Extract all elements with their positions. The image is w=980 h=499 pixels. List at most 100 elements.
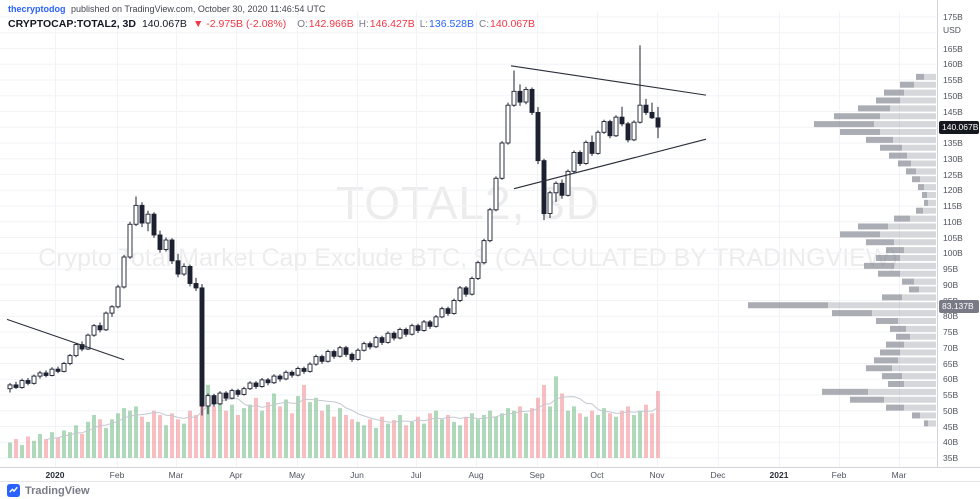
volume-bar <box>128 410 132 458</box>
candle-body <box>337 347 343 357</box>
price-tick-label: 80B <box>943 311 959 322</box>
volume-profile-bar-down <box>916 73 924 80</box>
candle-body <box>109 306 115 314</box>
candle-body <box>97 325 103 331</box>
volume-profile-bar-down <box>912 176 920 183</box>
price-tick-label: 175B <box>943 12 963 22</box>
time-tick-label: Feb <box>831 470 847 480</box>
price-axis-unit: USD <box>943 25 961 35</box>
volume-profile-bar-up <box>872 310 936 317</box>
candle-body <box>607 121 613 137</box>
volume-bar <box>254 397 258 458</box>
price-tick-label: 75B <box>943 327 959 337</box>
candle-body <box>637 104 643 123</box>
time-axis[interactable]: 2020 Feb Mar Apr May Jun Jul Aug Sep Oct Nov Dec 202… <box>0 467 980 482</box>
volume-bar <box>644 404 648 458</box>
volume-profile-bar-up <box>828 302 936 309</box>
candle-body <box>241 388 247 395</box>
candle-body <box>577 151 583 164</box>
price-tick-label: 45B <box>943 421 959 432</box>
candle-body <box>295 368 301 376</box>
volume-bar <box>350 419 354 458</box>
volume-profile-bar-down <box>878 270 900 277</box>
volume-bar <box>260 410 264 458</box>
volume-bar <box>500 413 504 458</box>
time-tick-label: Nov <box>649 470 665 480</box>
volume-bar <box>380 416 384 458</box>
volume-profile-bar-down <box>876 97 900 104</box>
volume-profile-bar-down <box>886 247 904 254</box>
volume-bar <box>272 393 276 458</box>
tradingview-brand[interactable]: TradingView <box>25 484 90 497</box>
volume-bar <box>38 433 42 458</box>
volume-bar <box>590 410 594 458</box>
volume-profile-bar-down <box>882 294 902 301</box>
volume-profile-bar-down <box>834 113 880 120</box>
time-tick-label: Feb <box>109 470 125 480</box>
price-tick-label: 145B <box>943 106 963 117</box>
candle-body <box>229 390 235 399</box>
volume-profile-bar-up <box>888 223 936 230</box>
volume-bar <box>110 419 114 458</box>
candle-body <box>445 308 451 314</box>
volume-bar <box>188 410 192 458</box>
volume-bar <box>410 421 414 458</box>
volume-profile-bar-down <box>864 262 894 269</box>
volume-profile-bar-up <box>892 365 936 372</box>
price-tick-label: 150B <box>943 90 963 101</box>
volume-bar <box>488 410 492 458</box>
price-axis[interactable]: 175B165B160B155B150B145B140B135B130B125B… <box>937 0 980 467</box>
volume-bar <box>62 430 66 458</box>
volume-bar <box>362 425 366 458</box>
candle-body <box>121 256 127 288</box>
volume-bar <box>560 393 564 458</box>
candle-body <box>79 344 85 350</box>
price-tick-label: 50B <box>943 405 959 416</box>
candle-body <box>193 283 199 289</box>
chart-canvas[interactable] <box>0 0 980 467</box>
volume-bar <box>572 406 576 458</box>
volume-bar <box>182 423 186 458</box>
volume-bar <box>164 425 168 458</box>
candle-body <box>367 343 373 348</box>
volume-profile-bar-down <box>882 373 902 380</box>
price-tick-label: 60B <box>943 374 959 385</box>
volume-profile-bar-up <box>928 199 936 206</box>
tradingview-logo-icon[interactable] <box>7 484 20 497</box>
volume-bar <box>614 416 618 458</box>
candle-body <box>271 375 277 384</box>
candle-body <box>139 204 145 224</box>
candle-body <box>223 392 229 399</box>
candle-body <box>595 131 601 154</box>
volume-bar <box>248 404 252 458</box>
volume-profile-bar-down <box>880 144 902 151</box>
volume-bar <box>134 406 138 458</box>
volume-bar <box>302 384 306 458</box>
volume-bar <box>80 433 84 458</box>
volume-profile-bar-down <box>924 199 928 206</box>
volume-profile-bar-up <box>874 121 936 128</box>
time-tick-label: Mar <box>891 470 907 480</box>
author-name[interactable]: thecryptodog <box>8 4 66 14</box>
volume-bar <box>578 413 582 458</box>
price-change: ▼ -2.975B (-2.08%) <box>192 17 287 30</box>
candle-body <box>187 266 193 284</box>
volume-bar <box>470 413 474 458</box>
candle-body <box>553 182 559 194</box>
symbol-title[interactable]: CRYPTOCAP:TOTAL2, 3D <box>8 17 136 30</box>
time-tick-label: Apr <box>229 470 243 480</box>
volume-bar <box>596 415 600 458</box>
candle-body <box>31 375 37 384</box>
volume-bar <box>584 416 588 458</box>
volume-bar <box>266 402 270 458</box>
volume-bar <box>314 397 318 458</box>
volume-bar <box>8 442 12 458</box>
footer: TradingView <box>0 481 980 499</box>
candle-body <box>133 204 139 225</box>
volume-profile-bar-down <box>890 325 906 332</box>
volume-profile-bar-up <box>924 73 936 80</box>
volume-profile-bar-up <box>880 113 936 120</box>
ohlc-label: H: <box>358 18 369 30</box>
volume-profile-bar-down <box>866 239 894 246</box>
